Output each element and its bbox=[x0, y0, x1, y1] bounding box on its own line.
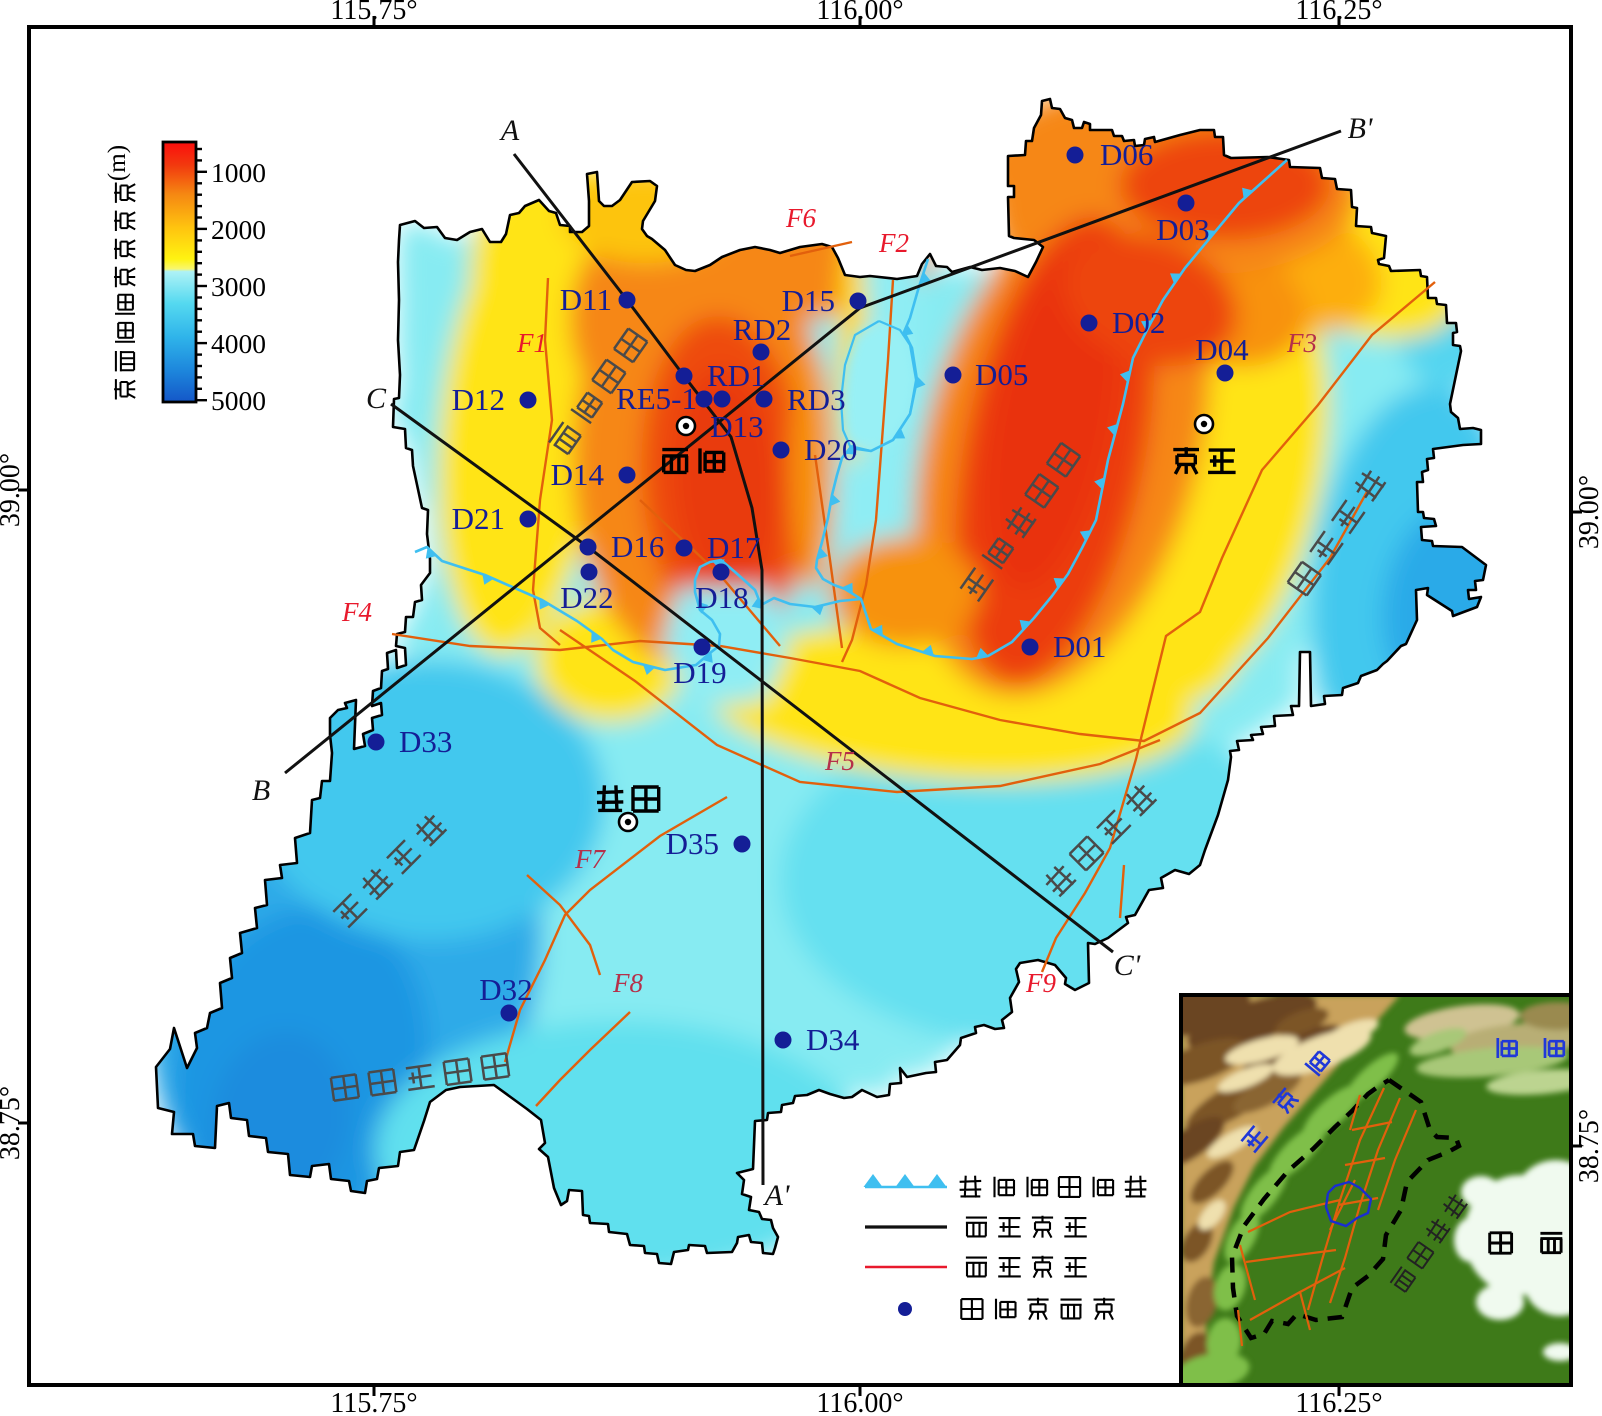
svg-text:38.75°: 38.75° bbox=[0, 1086, 26, 1160]
svg-text:D02: D02 bbox=[1112, 305, 1165, 340]
svg-text:F6: F6 bbox=[785, 203, 816, 233]
svg-text:D14: D14 bbox=[551, 457, 605, 492]
svg-text:F3: F3 bbox=[1286, 328, 1317, 358]
svg-text:F4: F4 bbox=[341, 597, 372, 627]
svg-text:D35: D35 bbox=[666, 826, 719, 861]
svg-text:116.25°: 116.25° bbox=[1295, 1388, 1382, 1416]
svg-text:115.75°: 115.75° bbox=[330, 0, 417, 26]
svg-text:D06: D06 bbox=[1100, 137, 1153, 172]
svg-text:116.00°: 116.00° bbox=[816, 1388, 903, 1416]
svg-text:D15: D15 bbox=[782, 283, 835, 318]
svg-text:F7: F7 bbox=[574, 844, 606, 874]
svg-text:F2: F2 bbox=[878, 228, 909, 258]
svg-text:4000: 4000 bbox=[211, 328, 266, 359]
svg-text:D13: D13 bbox=[710, 409, 763, 444]
svg-text:D32: D32 bbox=[479, 972, 532, 1007]
svg-text:39.00°: 39.00° bbox=[0, 453, 26, 527]
svg-text:RD1: RD1 bbox=[707, 358, 766, 393]
svg-text:116.25°: 116.25° bbox=[1295, 0, 1382, 26]
svg-text:D03: D03 bbox=[1156, 212, 1209, 247]
svg-text:B: B bbox=[252, 774, 270, 807]
svg-text:D16: D16 bbox=[611, 529, 664, 564]
svg-text:38.75°: 38.75° bbox=[1574, 1109, 1602, 1183]
svg-text:D19: D19 bbox=[673, 655, 726, 690]
svg-text:F8: F8 bbox=[612, 968, 643, 998]
svg-text:D01: D01 bbox=[1053, 629, 1106, 664]
svg-text:D11: D11 bbox=[560, 282, 612, 317]
svg-text:1000: 1000 bbox=[211, 157, 266, 188]
svg-text:116.00°: 116.00° bbox=[816, 0, 903, 26]
svg-text:F5: F5 bbox=[824, 746, 855, 776]
svg-text:D22: D22 bbox=[560, 580, 613, 615]
svg-text:D05: D05 bbox=[975, 357, 1028, 392]
svg-text:115.75°: 115.75° bbox=[330, 1388, 417, 1416]
svg-text:D04: D04 bbox=[1195, 332, 1249, 367]
svg-text:3000: 3000 bbox=[211, 271, 266, 302]
svg-text:(m): (m) bbox=[104, 145, 131, 181]
svg-text:D18: D18 bbox=[695, 580, 748, 615]
svg-text:RD3: RD3 bbox=[787, 382, 846, 417]
svg-text:F1: F1 bbox=[516, 328, 547, 358]
svg-text:D20: D20 bbox=[804, 432, 857, 467]
svg-text:D17: D17 bbox=[707, 530, 760, 565]
svg-text:D12: D12 bbox=[452, 382, 505, 417]
svg-text:C: C bbox=[366, 382, 387, 415]
svg-text:RD2: RD2 bbox=[733, 312, 792, 347]
svg-text:D33: D33 bbox=[399, 724, 452, 759]
svg-text:D34: D34 bbox=[806, 1022, 860, 1057]
svg-text:39.00°: 39.00° bbox=[1574, 475, 1602, 549]
svg-text:D21: D21 bbox=[452, 501, 505, 536]
svg-text:C': C' bbox=[1114, 949, 1141, 982]
svg-text:A': A' bbox=[763, 1179, 790, 1212]
svg-text:RE5-1: RE5-1 bbox=[616, 381, 697, 416]
svg-text:5000: 5000 bbox=[211, 385, 266, 416]
svg-text:F9: F9 bbox=[1025, 968, 1056, 998]
svg-text:2000: 2000 bbox=[211, 214, 266, 245]
svg-text:B': B' bbox=[1348, 112, 1373, 145]
svg-text:A: A bbox=[499, 114, 520, 147]
